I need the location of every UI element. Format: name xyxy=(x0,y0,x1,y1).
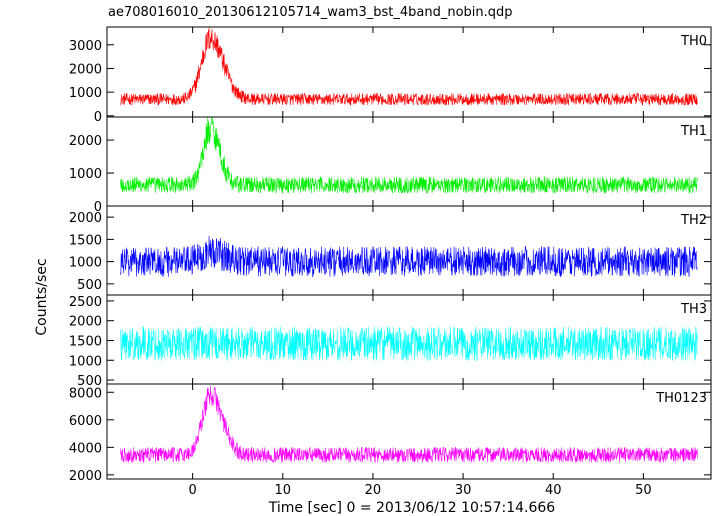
y-tick-label: 0 xyxy=(94,110,102,125)
series-line-th3 xyxy=(120,326,698,362)
y-tick-label: 1000 xyxy=(69,354,102,369)
x-axis-title: Time [sec] 0 = 2013/06/12 10:57:14.666 xyxy=(268,500,556,516)
y-tick-label: 500 xyxy=(77,374,102,389)
x-tick-label: 20 xyxy=(365,483,382,498)
y-tick-label: 2000 xyxy=(69,315,102,330)
panel-label-th2: TH2 xyxy=(680,213,707,228)
x-tick-label: 50 xyxy=(635,483,652,498)
panel-th1: 0 1000 2000 TH1 xyxy=(69,116,712,215)
y-tick-label: 6000 xyxy=(69,414,102,429)
y-tick-label: 2000 xyxy=(69,211,102,226)
y-axis-title: Counts/sec xyxy=(34,258,50,335)
y-tick-label: 2000 xyxy=(69,134,102,149)
y-tick-label: 3000 xyxy=(69,39,102,54)
y-tick-label: 1000 xyxy=(69,167,102,182)
y-tick-label: 2000 xyxy=(69,62,102,77)
panel-th3: 500 1000 1500 2000 2500 TH3 xyxy=(69,294,712,389)
y-tick-label: 500 xyxy=(77,278,102,293)
panel-label-th1: TH1 xyxy=(680,124,707,139)
series-line-th0123 xyxy=(120,385,698,464)
y-tick-label: 1000 xyxy=(69,256,102,271)
y-tick-label: 8000 xyxy=(69,386,102,401)
panel-th0123: 2000 4000 6000 8000 TH0123 xyxy=(69,383,712,484)
y-tick-label: 4000 xyxy=(69,441,102,456)
series-line-th2 xyxy=(120,235,698,278)
panels-group: 0 1000 2000 3000 TH0 0 1000 2000 TH1 500 1000 1500 2… xyxy=(69,26,712,484)
y-tick-label: 1500 xyxy=(69,334,102,349)
panel-label-th0123: TH0123 xyxy=(655,391,707,406)
series-line-th0 xyxy=(120,27,698,106)
panel-label-th0: TH0 xyxy=(680,34,707,49)
figure-title: ae708016010_20130612105714_wam3_bst_4ban… xyxy=(108,5,513,20)
x-tick-label: 0 xyxy=(189,483,197,498)
y-tick-label: 1500 xyxy=(69,233,102,248)
x-tick-label: 40 xyxy=(545,483,562,498)
y-tick-label: 1000 xyxy=(69,86,102,101)
series-line-th1 xyxy=(120,116,698,194)
panel-frame xyxy=(106,116,712,207)
x-tick-label: 10 xyxy=(275,483,292,498)
y-tick-label: 2000 xyxy=(69,469,102,484)
panel-label-th3: TH3 xyxy=(680,302,707,317)
x-axis: 0 10 20 30 40 50 xyxy=(189,483,652,498)
y-tick-label: 0 xyxy=(94,200,102,215)
y-tick-label: 2500 xyxy=(69,295,102,310)
panel-th2: 500 1000 1500 2000 TH2 xyxy=(69,205,712,296)
panel-th0: 0 1000 2000 3000 TH0 xyxy=(69,26,712,125)
x-tick-label: 30 xyxy=(455,483,472,498)
panel-frame xyxy=(106,383,712,480)
